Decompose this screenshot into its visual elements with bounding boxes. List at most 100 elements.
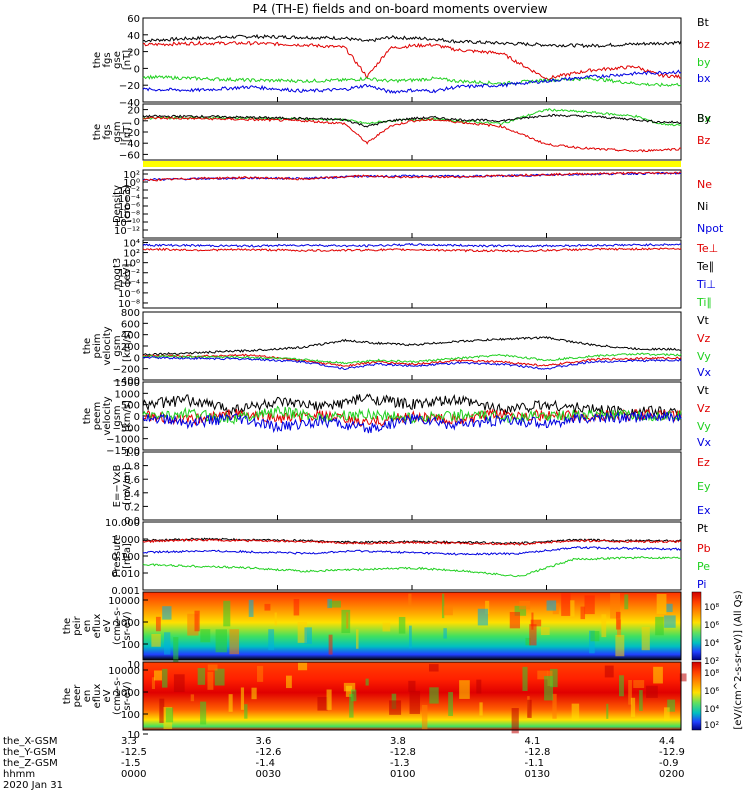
ylabel-line: velocity (102, 326, 113, 365)
spectrogram-texture (641, 626, 650, 651)
spectrogram-texture (664, 615, 676, 628)
spectrogram-texture (151, 677, 156, 690)
spectrogram-texture (655, 616, 664, 636)
legend-e_field-1: Ey (697, 480, 711, 493)
spectrogram-texture (408, 680, 416, 692)
ylabel-line: en (82, 690, 93, 703)
legend-peim_velocity-1: Vz (697, 332, 711, 345)
spectrogram-texture (527, 699, 532, 718)
spectrogram-texture (601, 614, 607, 638)
legend-peem_velocity-0: Vt (697, 384, 710, 397)
ylabel-line: gsm (112, 405, 123, 426)
x-axis-value: 0000 (121, 769, 146, 780)
spectrogram-texture (200, 629, 211, 643)
ylabel-line: Pressure (112, 535, 123, 578)
ylabel-line: peir (72, 615, 83, 635)
spectrogram-texture (531, 612, 534, 630)
y-tick-label: −200 (113, 365, 140, 376)
y-tick-label: 10.000 (105, 518, 140, 529)
spectrogram-texture (207, 664, 218, 671)
spectrogram-texture (667, 699, 676, 712)
ylabel-line: eV (102, 619, 113, 632)
spectrogram-texture (304, 627, 312, 644)
ylabel-line: eflux (92, 684, 103, 709)
ylabel-line: peem (92, 402, 103, 430)
y-tick-label: 60 (127, 14, 140, 25)
spectrogram-texture (679, 673, 687, 682)
legend-temperature-1: Te∥ (696, 260, 714, 273)
colorbar-tick: 10² (704, 657, 719, 667)
ylabel-line: [km/s] (122, 330, 133, 362)
x-axis-value: -12.9 (659, 747, 685, 758)
series-peem_velocity-Vx (142, 410, 682, 434)
y-tick-label: 1000 (115, 688, 140, 699)
legend-fgs_gsm-2: Bz (697, 134, 711, 147)
spectrogram-texture (646, 685, 658, 698)
spectrogram-texture (214, 668, 225, 686)
ylabel-line: the (92, 52, 103, 68)
spectrogram-texture (264, 603, 271, 611)
panel-frame (142, 169, 682, 239)
y-tick-label: −20 (119, 81, 140, 92)
x-axis-value: -1.1 (525, 758, 545, 769)
spectrogram-texture (519, 600, 531, 610)
spectrogram-texture (485, 600, 490, 615)
y-tick-label: −1000 (106, 435, 140, 446)
ylabel-line: the (82, 408, 93, 424)
date-label: 2020 Jan 31 (3, 780, 63, 791)
colorbar-tick: 10⁸ (704, 603, 719, 613)
spectrogram-texture (610, 593, 621, 619)
y-tick-label: 10 (127, 730, 140, 741)
ylabel-line: [nPa] (122, 543, 133, 569)
spectrogram-texture (229, 629, 240, 655)
colorbar-tick: 10⁴ (704, 639, 719, 649)
series-fgs_gse-bz (142, 40, 682, 81)
spectrogram-texture (448, 692, 453, 716)
y-tick-label: 10⁻⁴ (118, 279, 140, 290)
series-peem_velocity-Vy (142, 405, 682, 425)
spectrogram-texture (544, 675, 554, 701)
y-tick-label: 10⁻⁸ (118, 210, 140, 221)
y-tick-label: 10⁻² (118, 269, 140, 280)
y-tick-label: −500 (113, 423, 140, 434)
y-tick-label: 1.0 (124, 448, 140, 459)
spectrogram-texture (159, 698, 165, 723)
panel-density: Density[cm−3] 10²10⁰10⁻²10⁻⁴10⁻⁶10⁻⁸10⁻¹⁰… (112, 169, 724, 239)
ylabel-line: gsm (112, 121, 123, 142)
ylabel-line: the (62, 618, 73, 634)
colorbar-tick: 10² (704, 721, 719, 731)
ylabel-line: fgs (102, 124, 113, 139)
colorbar-bottom (691, 661, 702, 731)
y-tick-label: 10² (123, 249, 140, 260)
y-tick-label: 10⁻⁶ (118, 202, 140, 213)
spectrogram-texture (630, 697, 636, 717)
colorbar-tick: 10⁴ (704, 705, 719, 715)
y-tick-label: 0 (134, 64, 140, 75)
figure-title: P4 (TH-E) fields and on-board moments ov… (252, 2, 547, 16)
spectrogram-texture (155, 616, 161, 632)
spectrogram-texture (549, 668, 558, 688)
colorbar-title: [eV/(cm^2-s-sr-eV)] (All Qs) (733, 590, 744, 729)
spectrogram-texture (459, 680, 470, 699)
spectrogram-texture (365, 678, 369, 686)
spectrogram-texture (546, 600, 557, 611)
ylabel-line: velocity (102, 396, 113, 435)
panel-e_field: E=−VxB[mV/m] 1.0 0.8 0.6 0.4 0.2 0.0 Ez Ey Ex (112, 448, 711, 527)
y-tick-label: −60 (119, 150, 140, 161)
ylabel-line: E=−VxB (112, 465, 123, 508)
spectrogram-texture (173, 674, 185, 693)
x-axis-value: -12.6 (256, 747, 282, 758)
x-axis-value: 3.6 (256, 736, 272, 747)
spectrogram-texture (509, 611, 520, 629)
x-axis-row-label: the_X-GSM (3, 736, 57, 747)
y-tick-label: 0.6 (124, 475, 140, 486)
colorbar-tick: 10⁶ (704, 687, 719, 697)
spectrogram-texture (194, 610, 200, 632)
spectrogram-texture (173, 637, 179, 664)
y-tick-label: 10000 (108, 666, 140, 677)
colorbar-tick: 10⁸ (704, 669, 719, 679)
legend-peem_velocity-3: Vx (697, 436, 712, 449)
ylabel-pressure: Pressure[nPa] (112, 535, 133, 578)
legend-fgs_gsm-1: By (697, 112, 712, 125)
